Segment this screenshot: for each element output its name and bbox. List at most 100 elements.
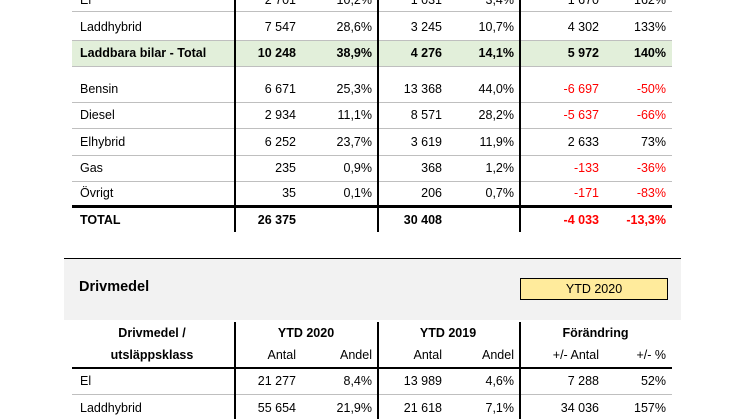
ytd2020-antal: 6 252 xyxy=(264,135,296,149)
ytd2020-andel: 25,3% xyxy=(336,82,372,96)
ytd2020-andel: 38,9% xyxy=(336,46,372,60)
change-antal: -5 637 xyxy=(563,108,599,122)
section-top-border xyxy=(64,258,681,259)
ytd2019-andel: 44,0% xyxy=(478,82,514,96)
ytd2019-andel xyxy=(452,209,514,231)
header-change-pct: +/- % xyxy=(636,348,666,362)
ytd2019-andel: 0,7% xyxy=(485,186,515,200)
change-pct: 157% xyxy=(634,401,666,415)
change-antal: -4 033 xyxy=(563,213,599,227)
table-subheader-row: utsläppsklass Antal Andel Antal Andel +/… xyxy=(72,344,672,366)
change-antal: 4 302 xyxy=(567,20,599,34)
row-label: Bensin xyxy=(80,82,119,96)
ytd2019-antal: 3 619 xyxy=(410,135,442,149)
table-row-total: TOTAL 26 375 30 408 -4 033 -13,3% xyxy=(72,209,672,231)
change-antal: -133 xyxy=(573,161,599,175)
ytd2019-andel: 28,2% xyxy=(478,108,514,122)
change-pct: 133% xyxy=(634,20,666,34)
ytd2020-andel: 23,7% xyxy=(336,135,372,149)
table-row: Laddhybrid 7 547 28,6% 3 245 10,7% 4 302… xyxy=(72,16,672,38)
change-antal: 7 288 xyxy=(567,374,599,388)
ytd2020-andel: 0,1% xyxy=(343,186,373,200)
change-pct: 73% xyxy=(640,135,666,149)
row-label: El xyxy=(80,0,92,7)
ytd2019-andel: 1,2% xyxy=(485,161,515,175)
header-divider xyxy=(72,367,672,369)
ytd2019-andel: 14,1% xyxy=(478,46,514,60)
change-antal: 5 972 xyxy=(567,46,599,60)
change-antal: -171 xyxy=(573,186,599,200)
row-label: El xyxy=(80,374,92,388)
row-label: Elhybrid xyxy=(80,135,126,149)
change-antal: 2 633 xyxy=(567,135,599,149)
period-selector[interactable]: YTD 2020 xyxy=(520,278,668,300)
highlight-row-bg xyxy=(72,40,672,66)
ytd2019-antal: 13 368 xyxy=(403,82,442,96)
ytd2020-andel: 28,6% xyxy=(336,20,372,34)
ytd2020-antal: 2 934 xyxy=(264,108,296,122)
table-header-row: Drivmedel / YTD 2020 YTD 2019 Förändring xyxy=(72,322,672,344)
ytd2019-antal: 13 989 xyxy=(403,374,442,388)
ytd2019-andel: 3,4% xyxy=(485,0,515,7)
ytd2020-antal: 21 277 xyxy=(257,374,296,388)
ytd2019-andel: 11,9% xyxy=(479,135,514,149)
row-label: Diesel xyxy=(80,108,115,122)
row-label: Laddhybrid xyxy=(80,20,142,34)
ytd2020-andel: 0,9% xyxy=(343,161,373,175)
change-pct: -50% xyxy=(636,82,666,96)
table-row: El 2 701 10,2% 1 031 3,4% 1 670 162% xyxy=(72,0,672,11)
ytd2020-antal: 26 375 xyxy=(257,213,296,227)
table-row: Bensin 6 671 25,3% 13 368 44,0% -6 697 -… xyxy=(72,78,672,100)
table-row: Gas 235 0,9% 368 1,2% -133 -36% xyxy=(72,157,672,179)
ytd2019-antal: 3 245 xyxy=(410,20,442,34)
row-label: TOTAL xyxy=(80,213,121,227)
header-antal-2019: Antal xyxy=(413,348,443,362)
header-ytd2020: YTD 2020 xyxy=(277,326,335,340)
table-row: El 21 277 8,4% 13 989 4,6% 7 288 52% xyxy=(72,370,672,392)
change-pct: 140% xyxy=(634,46,666,60)
change-antal: 34 036 xyxy=(560,401,599,415)
table-row-total-chargeable: Laddbara bilar - Total 10 248 38,9% 4 27… xyxy=(72,42,672,64)
table-row: Laddhybrid 55 654 21,9% 21 618 7,1% 34 0… xyxy=(72,397,672,419)
ytd2020-andel: 21,9% xyxy=(336,401,372,415)
ytd2020-antal: 235 xyxy=(275,161,296,175)
header-drivmedel: Drivmedel / xyxy=(118,326,186,340)
change-antal: 1 670 xyxy=(567,0,599,7)
change-pct: -83% xyxy=(636,186,666,200)
change-pct: -36% xyxy=(636,161,666,175)
ytd2019-antal: 206 xyxy=(421,186,442,200)
row-label: Gas xyxy=(80,161,103,175)
header-andel-2019: Andel xyxy=(482,348,514,362)
ytd2019-antal: 8 571 xyxy=(410,108,442,122)
ytd2019-antal: 21 618 xyxy=(403,401,442,415)
ytd2020-andel: 11,1% xyxy=(337,108,372,122)
table-row: Diesel 2 934 11,1% 8 571 28,2% -5 637 -6… xyxy=(72,104,672,126)
header-ytd2019: YTD 2019 xyxy=(419,326,477,340)
ytd2020-antal: 55 654 xyxy=(257,401,296,415)
ytd2020-andel xyxy=(302,209,372,231)
table-row: Övrigt 35 0,1% 206 0,7% -171 -83% xyxy=(72,182,672,204)
ytd2020-antal: 7 547 xyxy=(264,20,296,34)
ytd2020-antal: 10 248 xyxy=(257,46,296,60)
ytd2019-antal: 1 031 xyxy=(410,0,442,7)
row-label: Laddbara bilar - Total xyxy=(80,46,207,60)
row-label: Laddhybrid xyxy=(80,401,142,415)
row-label: Övrigt xyxy=(80,186,114,200)
ytd2019-antal: 368 xyxy=(421,161,442,175)
change-pct: 52% xyxy=(640,374,666,388)
section-title: Drivmedel xyxy=(79,279,150,295)
header-utslappsklass: utsläppsklass xyxy=(110,348,194,362)
header-change: Förändring xyxy=(562,326,629,340)
change-pct: -13,3% xyxy=(626,213,666,227)
change-antal: -6 697 xyxy=(563,82,599,96)
change-pct: -66% xyxy=(636,108,666,122)
change-pct: 162% xyxy=(634,0,666,7)
ytd2019-andel: 7,1% xyxy=(485,401,515,415)
ytd2019-andel: 10,7% xyxy=(478,20,514,34)
ytd2019-andel: 4,6% xyxy=(485,374,515,388)
total-divider xyxy=(72,205,672,208)
header-andel-2020: Andel xyxy=(340,348,372,362)
ytd2020-andel: 10,2% xyxy=(336,0,372,7)
ytd2020-antal: 6 671 xyxy=(264,82,296,96)
ytd2020-antal: 2 701 xyxy=(264,0,296,7)
